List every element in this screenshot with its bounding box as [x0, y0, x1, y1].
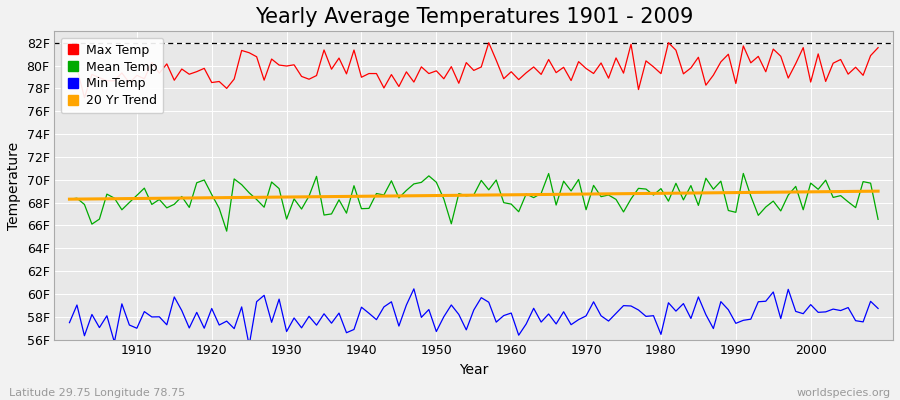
Text: Latitude 29.75 Longitude 78.75: Latitude 29.75 Longitude 78.75 — [9, 388, 185, 398]
Title: Yearly Average Temperatures 1901 - 2009: Yearly Average Temperatures 1901 - 2009 — [255, 7, 693, 27]
Text: worldspecies.org: worldspecies.org — [796, 388, 891, 398]
Legend: Max Temp, Mean Temp, Min Temp, 20 Yr Trend: Max Temp, Mean Temp, Min Temp, 20 Yr Tre… — [60, 38, 164, 113]
X-axis label: Year: Year — [459, 363, 489, 377]
Y-axis label: Temperature: Temperature — [7, 141, 21, 230]
